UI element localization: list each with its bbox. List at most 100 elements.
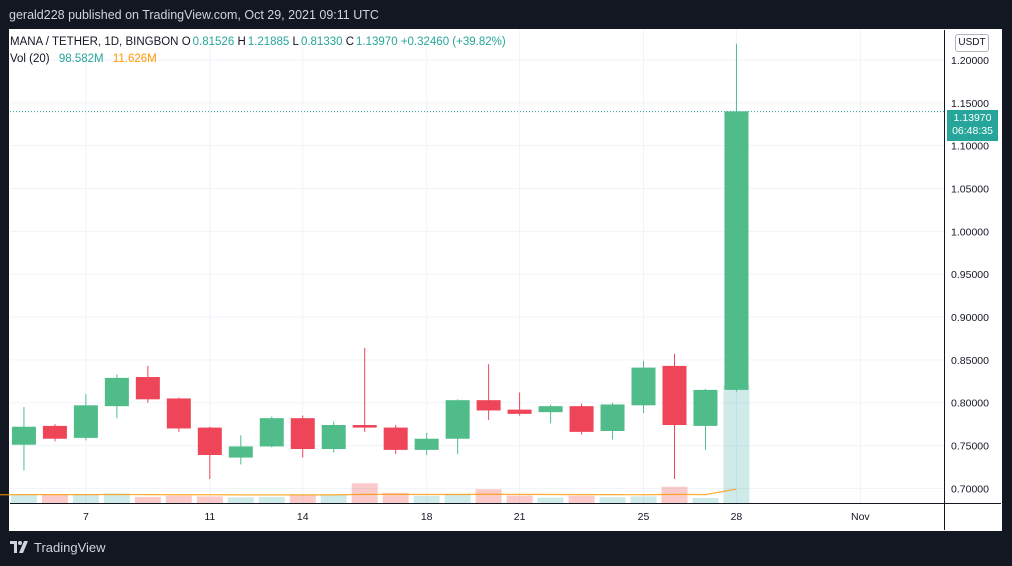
candle-body: [724, 111, 749, 390]
tradingview-logo-icon: [10, 540, 30, 557]
volume-bar: [692, 497, 719, 503]
price-tick-label: 0.85000: [951, 355, 989, 367]
volume-bar: [165, 495, 192, 503]
volume-bar: [41, 494, 68, 503]
candle-body: [445, 400, 470, 439]
time-tick-label: 7: [83, 511, 89, 523]
volume-bar: [351, 483, 378, 503]
high-value: 1.21885: [247, 36, 290, 48]
candle-body: [73, 405, 98, 438]
volume-bar: [475, 489, 502, 503]
volume-ma-line: [0, 488, 737, 496]
open-label: O: [181, 36, 191, 48]
candle-body: [352, 425, 377, 428]
low-label: L: [292, 36, 299, 48]
volume-bar: [537, 497, 564, 503]
candle-body: [662, 365, 687, 426]
candle-body: [476, 400, 501, 411]
volume-bar: [382, 492, 409, 503]
candle-body: [259, 418, 284, 447]
time-tick-label: 28: [731, 511, 743, 523]
price-tick-label: 0.70000: [951, 483, 989, 495]
candle-body: [321, 425, 346, 450]
candle-body: [383, 427, 408, 450]
volume-ma-value: 11.626M: [112, 53, 157, 65]
volume-bar: [258, 496, 285, 503]
candle-body: [600, 404, 625, 432]
candle-body: [166, 398, 191, 429]
volume-bars: [10, 385, 750, 503]
volume-row: Vol (20) 98.582M 11.626M: [10, 51, 506, 68]
volume-bar: [72, 494, 99, 503]
candle-body: [42, 425, 67, 439]
price-axis-ticks: 0.70000 0.75000 0.80000 0.85000 0.90000 0.950…: [951, 55, 989, 495]
time-tick-label: 25: [638, 511, 650, 523]
candle-body: [631, 367, 656, 406]
chart-legend: MANA / TETHER, 1D, BINGBON O 0.81526 H 1.2…: [10, 34, 506, 68]
brand-name: TradingView: [34, 540, 106, 555]
time-axis-ticks: 7 11 14 18 21 25 28 Nov: [83, 511, 870, 523]
price-tick-label: 0.75000: [951, 441, 989, 453]
volume-bar: [568, 495, 595, 503]
candle-body: [414, 438, 439, 450]
open-value: 0.81526: [192, 36, 235, 48]
candle-body: [538, 406, 563, 413]
volume-bar: [320, 494, 347, 503]
volume-bar: [227, 497, 254, 503]
currency-button[interactable]: USDT: [955, 34, 989, 52]
volume-bar: [413, 495, 440, 503]
candle-body: [507, 409, 532, 414]
candle-body: [228, 446, 253, 458]
axes: [10, 30, 1001, 530]
candles: [11, 43, 749, 480]
candle-body: [290, 418, 315, 450]
time-tick-label: Nov: [851, 511, 870, 523]
bar-countdown: 06:48:35: [952, 125, 993, 137]
volume-bar: [289, 494, 316, 503]
volume-value: 98.582M: [58, 53, 104, 65]
last-price-label: 1.13970 06:48:35: [947, 110, 998, 141]
high-label: H: [237, 36, 246, 48]
close-value: 1.13970: [356, 36, 398, 48]
ohlc-row: MANA / TETHER, 1D, BINGBON O 0.81526 H 1.2…: [10, 34, 506, 51]
published-header: gerald228 published on TradingView.com, …: [9, 8, 379, 22]
change-value: +0.32460 (+39.82%): [400, 36, 506, 48]
time-tick-label: 14: [297, 511, 309, 523]
candle-body: [11, 426, 36, 445]
low-value: 0.81330: [300, 36, 343, 48]
volume-bar: [599, 497, 626, 503]
time-tick-label: 18: [421, 511, 433, 523]
chart-frame[interactable]: [9, 29, 1002, 531]
volume-bar: [630, 496, 657, 503]
price-tick-label: 1.10000: [951, 141, 989, 153]
last-price-value: 1.13970: [953, 112, 992, 124]
time-tick-label: 21: [514, 511, 526, 523]
candle-body: [569, 406, 594, 432]
grid: [10, 30, 944, 503]
price-tick-label: 1.15000: [951, 98, 989, 110]
candle-body: [693, 389, 718, 426]
price-tick-label: 1.00000: [951, 226, 989, 238]
price-tick-label: 1.05000: [951, 184, 989, 196]
volume-label: Vol (20): [10, 53, 50, 65]
price-tick-label: 0.95000: [951, 269, 989, 281]
close-label: C: [345, 36, 355, 48]
candle-body: [197, 427, 222, 456]
candle-body: [104, 377, 129, 407]
symbol-label: MANA / TETHER, 1D, BINGBON: [10, 36, 179, 48]
volume-bar: [444, 493, 471, 503]
volume-bar: [196, 496, 223, 503]
volume-bar: [103, 493, 130, 503]
volume-bar: [134, 496, 161, 503]
volume-ma-polyline: [0, 488, 737, 496]
volume-bar: [10, 494, 37, 503]
footer-brand[interactable]: TradingView: [10, 540, 106, 557]
price-tick-label: 0.80000: [951, 398, 989, 410]
time-tick-label: 11: [204, 511, 215, 523]
price-tick-label: 1.20000: [951, 55, 989, 67]
price-tick-label: 0.90000: [951, 312, 989, 324]
volume-bar: [723, 385, 750, 503]
volume-bar: [506, 495, 533, 503]
candle-body: [135, 377, 160, 400]
